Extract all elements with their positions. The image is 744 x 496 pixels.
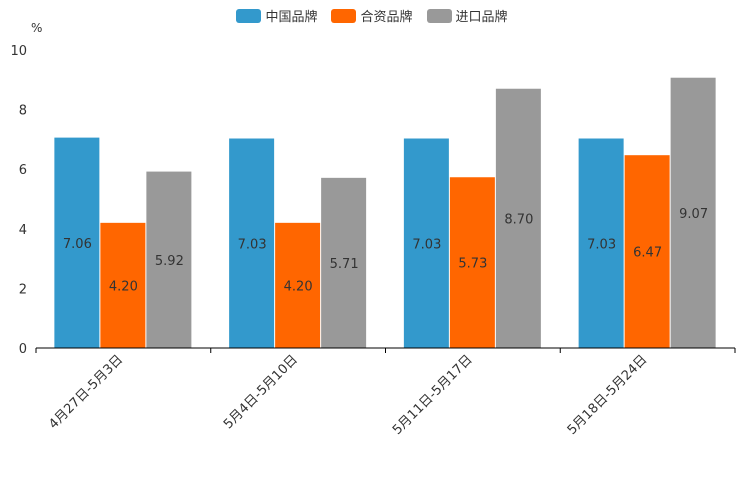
legend-label-jv: 合资品牌: [360, 10, 413, 25]
y-axis-unit: %: [31, 21, 43, 35]
bar: [229, 138, 275, 348]
data-label: 7.03: [238, 237, 267, 252]
bar: [670, 77, 716, 349]
bar: [54, 137, 100, 348]
bar: [495, 88, 541, 349]
bar: [578, 138, 624, 348]
legend-label-china: 中国品牌: [265, 10, 318, 25]
x-tick-label: 5月11日-5月17日: [390, 352, 476, 438]
legend-item-jv-brand[interactable]: 合资品牌: [331, 6, 413, 25]
legend-item-china-brand[interactable]: 中国品牌: [236, 6, 317, 25]
legend-label-import: 进口品牌: [455, 10, 508, 25]
y-tick-label: 10: [10, 44, 27, 59]
legend-swatch-china: [236, 8, 262, 23]
y-tick-label: 6: [19, 163, 27, 178]
x-tick-label: 5月4日-5月10日: [221, 352, 301, 432]
y-tick-label: 4: [19, 223, 27, 238]
data-label: 8.70: [504, 212, 533, 227]
data-label: 7.03: [587, 237, 616, 252]
data-label: 6.47: [633, 246, 662, 261]
data-label: 5.71: [330, 257, 359, 272]
data-label: 5.92: [155, 254, 184, 269]
data-label: 5.73: [458, 257, 487, 272]
bar: [449, 177, 495, 348]
x-tick-label: 4月27日-5月3日: [46, 352, 126, 432]
data-label: 7.06: [63, 237, 92, 252]
data-label: 4.20: [109, 279, 138, 294]
legend: 中国品牌 合资品牌 进口品牌: [0, 6, 744, 25]
data-label: 4.20: [284, 279, 313, 294]
bar: [403, 138, 449, 348]
bar: [100, 222, 146, 348]
data-label: 7.03: [412, 237, 441, 252]
y-tick-label: 8: [19, 104, 27, 119]
y-tick-label: 2: [19, 282, 27, 297]
x-tick-label: 5月18日-5月24日: [565, 352, 651, 438]
data-label: 9.07: [679, 207, 708, 222]
legend-swatch-import: [426, 8, 452, 23]
y-tick-label: 0: [19, 342, 27, 357]
legend-swatch-jv: [331, 8, 357, 23]
bar: [321, 177, 367, 348]
bar: [146, 171, 192, 348]
bar: [275, 222, 321, 348]
legend-item-import-brand[interactable]: 进口品牌: [426, 6, 508, 25]
bar: [624, 155, 670, 348]
